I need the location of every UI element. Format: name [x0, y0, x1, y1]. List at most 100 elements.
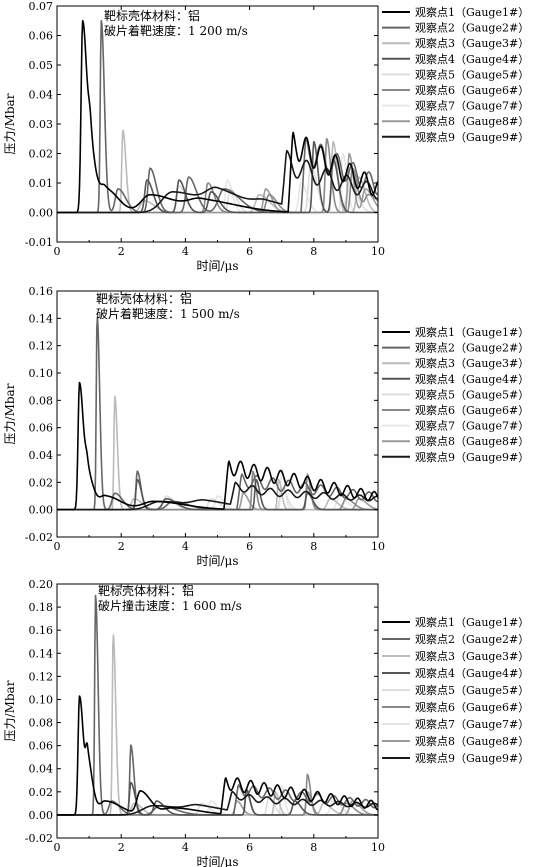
- series-group: [57, 594, 378, 816]
- x-tick-label: 0: [54, 841, 61, 854]
- legend-label: 观察点2（Gauge2#）: [415, 21, 529, 35]
- y-tick-label: 0.16: [29, 285, 54, 298]
- annotation-text: 靶标壳体材料：铝: [104, 8, 200, 23]
- y-tick-label: 0.02: [29, 476, 54, 489]
- legend-label: 观察点3（Gauge3#）: [415, 649, 529, 663]
- legend-label: 观察点3（Gauge3#）: [415, 356, 529, 370]
- series-line-gauge9: [57, 481, 378, 511]
- annotation-text: 破片着靶速度：1 500 m/s: [96, 306, 240, 321]
- series-line-gauge2: [57, 594, 378, 816]
- series-group: [57, 316, 378, 511]
- series-line-gauge1: [57, 381, 378, 511]
- y-tick-label: 0.04: [29, 449, 54, 462]
- x-tick-label: 10: [371, 245, 385, 258]
- y-tick-label: 0.02: [29, 148, 54, 161]
- legend-label: 观察点4（Gauge4#）: [415, 372, 529, 386]
- y-tick-label: 0.04: [29, 89, 54, 102]
- legend-label: 观察点5（Gauge5#）: [415, 387, 529, 401]
- legend: 观察点1（Gauge1#） 观察点2（Gauge2#） 观察点3（Gauge3#） 观…: [382, 615, 529, 765]
- series-line-gauge1: [57, 695, 378, 816]
- chart-panel-3: 0 2 4 6 8 10 -0.02 0.00 0.02 0.04 0.06 0.08 0.10 0.12…: [3, 578, 529, 867]
- legend-label: 观察点1（Gauge1#）: [415, 5, 529, 19]
- y-tick-label: -0.02: [25, 531, 53, 544]
- y-tick-label: 0.00: [29, 504, 54, 517]
- series-line-gauge3: [57, 395, 378, 511]
- legend-label: 观察点4（Gauge4#）: [415, 666, 529, 680]
- y-tick-label: 0.20: [29, 578, 54, 591]
- series-line-gauge3: [57, 634, 378, 816]
- x-tick-label: 8: [310, 540, 317, 553]
- y-tick-label: 0.04: [29, 763, 54, 776]
- legend-label: 观察点6（Gauge6#）: [415, 700, 529, 714]
- x-tick-label: 6: [246, 540, 253, 553]
- y-tick-label: 0.06: [29, 740, 54, 753]
- legend-label: 观察点6（Gauge6#）: [415, 403, 529, 417]
- y-tick-label: 0.10: [29, 367, 54, 380]
- legend-label: 观察点6（Gauge6#）: [415, 83, 529, 97]
- x-axis-label: 时间/μs: [196, 554, 238, 568]
- x-tick-label: 4: [182, 540, 189, 553]
- chart-panel-2: 0 2 4 6 8 10 -0.02 0.00 0.02 0.04 0.06 0.08 0.10 0.12…: [3, 285, 529, 568]
- x-tick-label: 2: [118, 245, 125, 258]
- y-axis-label: 压力/Mbar: [3, 680, 17, 741]
- legend-label: 观察点8（Gauge8#）: [415, 434, 529, 448]
- x-axis-label: 时间/μs: [196, 855, 238, 867]
- y-tick-label: 0.05: [29, 59, 54, 72]
- x-tick-label: 0: [54, 245, 61, 258]
- y-tick-label: 0.16: [29, 624, 54, 637]
- annotation-text: 靶标壳体材料：铝: [98, 583, 194, 598]
- x-tick-label: 0: [54, 540, 61, 553]
- y-tick-label: 0.10: [29, 693, 54, 706]
- legend-label: 观察点2（Gauge2#）: [415, 632, 529, 646]
- series-group: [57, 19, 378, 214]
- legend-label: 观察点9（Gauge9#）: [415, 130, 529, 144]
- legend-label: 观察点9（Gauge9#）: [415, 450, 529, 464]
- legend-label: 观察点3（Gauge3#）: [415, 36, 529, 50]
- legend-label: 观察点5（Gauge5#）: [415, 67, 529, 81]
- y-axis-label: 压力/Mbar: [3, 383, 17, 444]
- y-tick-label: 0.00: [29, 207, 54, 220]
- x-tick-label: 10: [371, 540, 385, 553]
- legend: 观察点1（Gauge1#） 观察点2（Gauge2#）观察点3（Gauge3#） 观…: [382, 5, 529, 144]
- y-tick-label: 0.08: [29, 394, 54, 407]
- y-tick-label: 0.14: [29, 312, 54, 325]
- x-tick-label: 8: [310, 245, 317, 258]
- legend-label: 观察点1（Gauge1#）: [415, 325, 529, 339]
- series-line-gauge2: [57, 19, 378, 214]
- plot-frame: [56, 290, 379, 538]
- annotation-text: 靶标壳体材料：铝: [96, 291, 192, 306]
- annotation-text: 破片撞击速度：1 600 m/s: [98, 598, 242, 613]
- series-line-gauge2: [57, 316, 378, 511]
- annotation-text: 破片着靶速度：1 200 m/s: [104, 23, 248, 38]
- x-tick-label: 4: [182, 841, 189, 854]
- series-line-gauge1: [57, 19, 378, 214]
- chart-panel-1: 0 2 4 6 8 10 -0.01 0.00 0.01 0.02 0.03 0.04 0.05 0.06…: [3, 0, 529, 273]
- y-tick-label: 0.06: [29, 422, 54, 435]
- y-tick-label: -0.02: [25, 832, 53, 845]
- series-line-gauge9: [57, 149, 378, 214]
- y-tick-label: 0.18: [29, 601, 54, 614]
- y-tick-label: 0.12: [29, 670, 54, 683]
- legend-label: 观察点2（Gauge2#）: [415, 341, 529, 355]
- y-tick-label: 0.07: [29, 0, 54, 13]
- legend-label: 观察点8（Gauge8#）: [415, 114, 529, 128]
- y-tick-label: 0.08: [29, 717, 54, 730]
- x-tick-label: 2: [118, 841, 125, 854]
- y-tick-label: 0.06: [29, 30, 54, 43]
- legend-label: 观察点4（Gauge4#）: [415, 52, 529, 66]
- y-tick-label: 0.14: [29, 647, 54, 660]
- y-axis-label: 压力/Mbar: [3, 93, 17, 154]
- legend-label: 观察点8（Gauge8#）: [415, 734, 529, 748]
- y-tick-label: -0.01: [25, 236, 53, 249]
- legend-label: 观察点7（Gauge7#）: [415, 99, 529, 113]
- legend-label: 观察点9（Gauge9#）: [415, 751, 529, 765]
- x-axis-label: 时间/μs: [196, 259, 238, 273]
- x-tick-label: 2: [118, 540, 125, 553]
- legend-label: 观察点1（Gauge1#）: [415, 615, 529, 629]
- legend-label: 观察点7（Gauge7#）: [415, 717, 529, 731]
- legend-label: 观察点7（Gauge7#）: [415, 419, 529, 433]
- x-tick-label: 8: [310, 841, 317, 854]
- y-tick-label: 0.00: [29, 809, 54, 822]
- x-tick-label: 10: [371, 841, 385, 854]
